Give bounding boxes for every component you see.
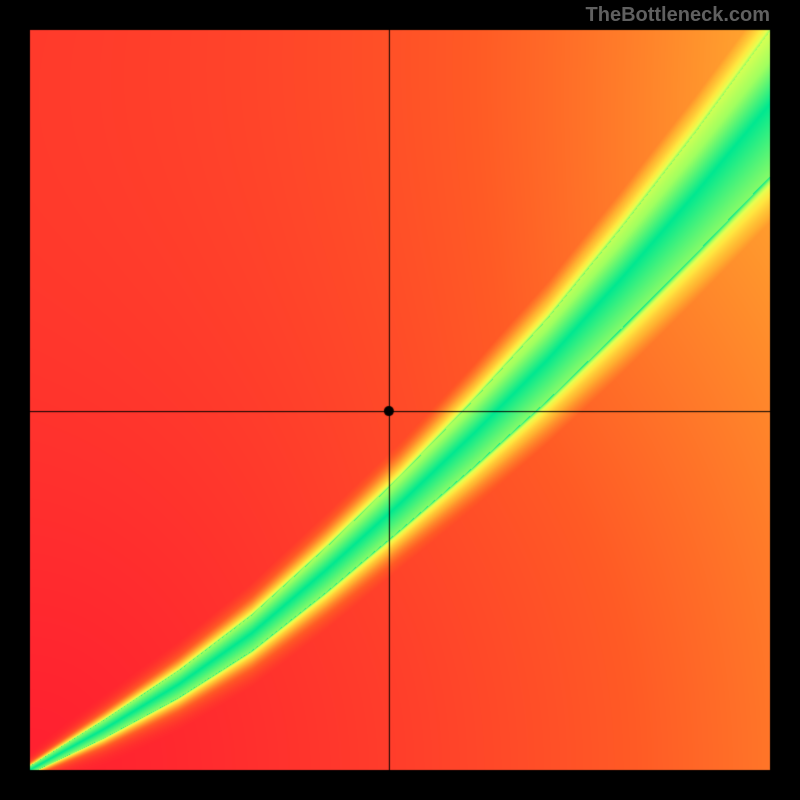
heatmap-canvas — [0, 0, 800, 800]
attribution-text: TheBottleneck.com — [586, 4, 770, 27]
chart-container: TheBottleneck.com — [0, 0, 800, 800]
